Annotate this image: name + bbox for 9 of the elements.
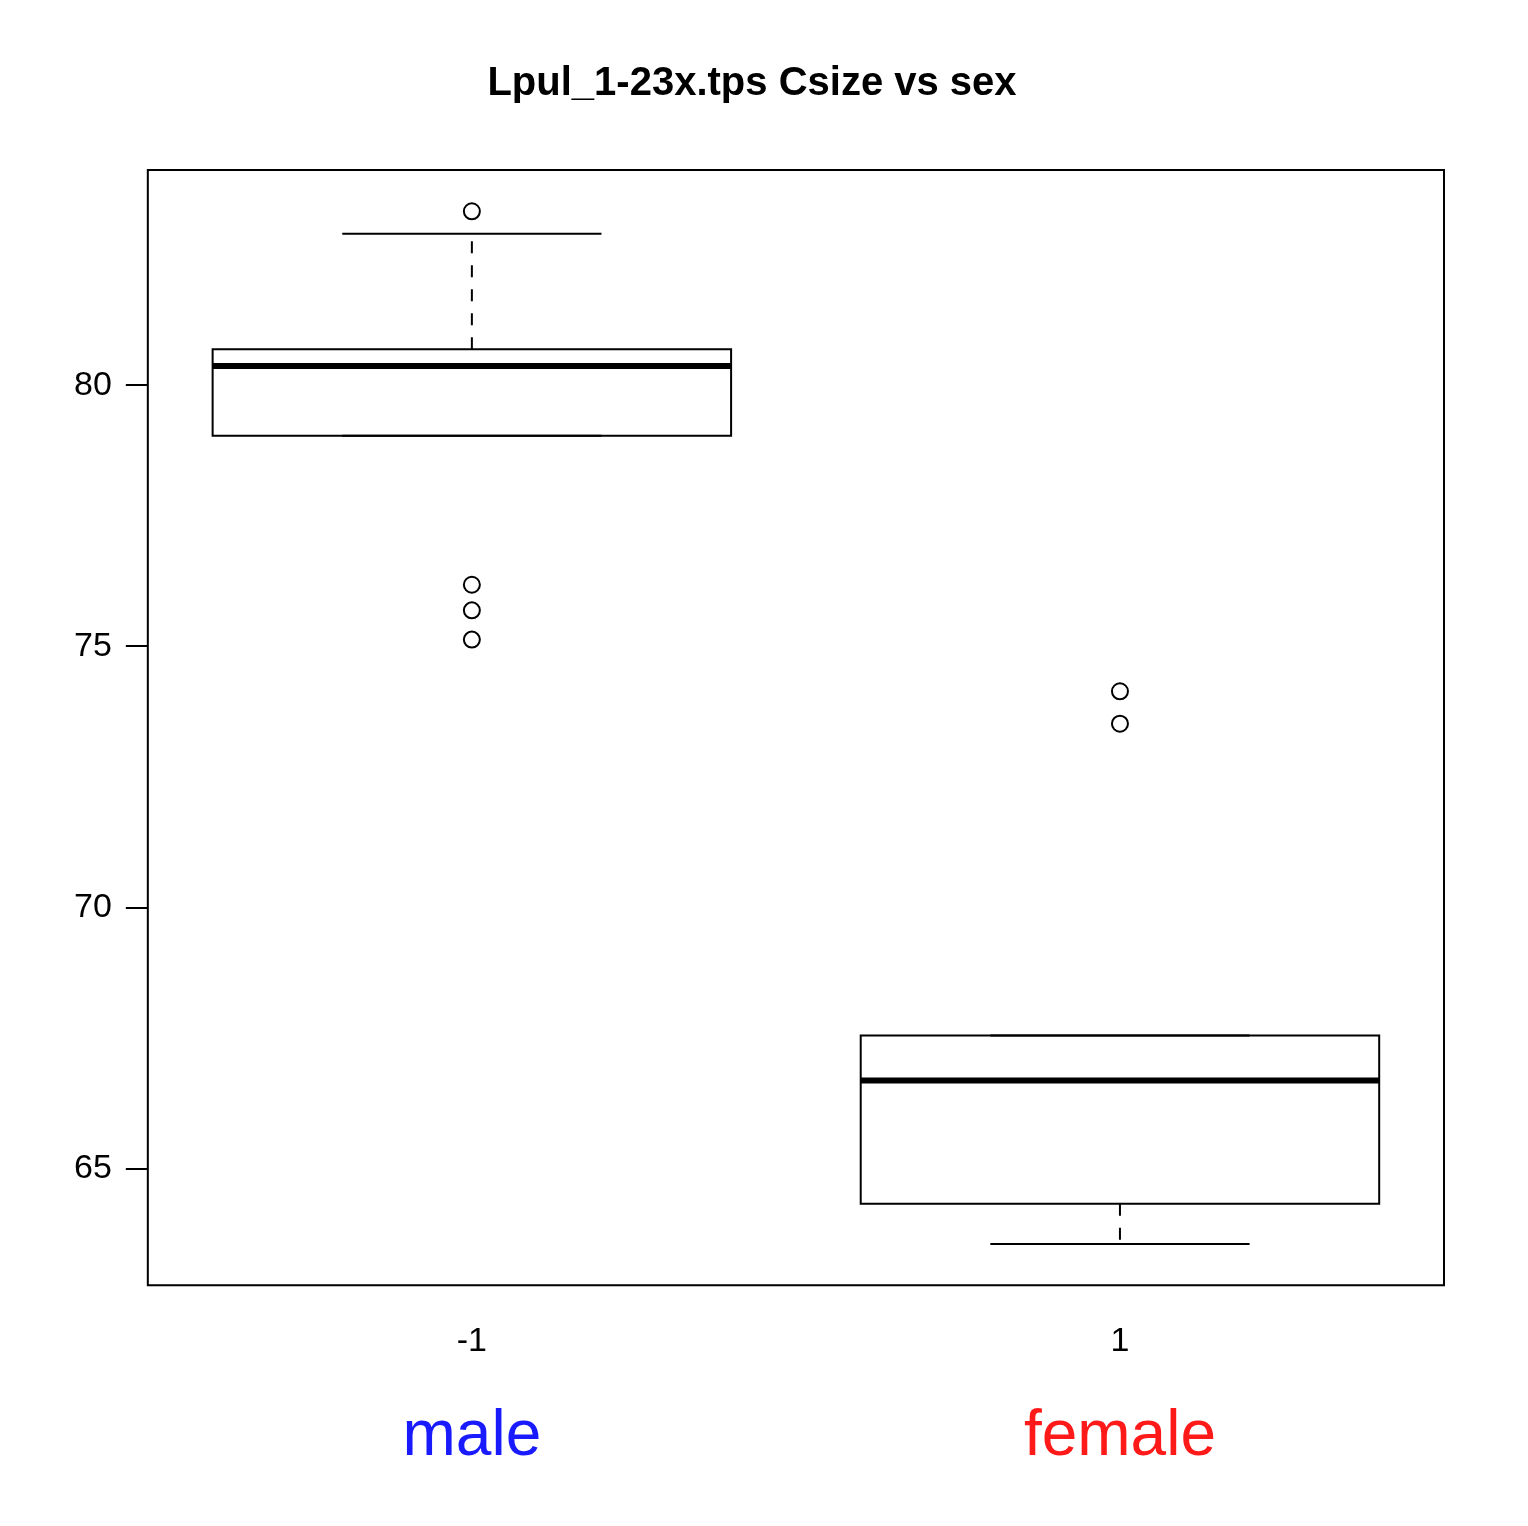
- y-tick-label: 75: [73, 624, 112, 663]
- chart-title: Lpul_1-23x.tps Csize vs sex: [487, 59, 1017, 104]
- y-tick-label: 70: [73, 885, 112, 924]
- x-tick-label: 1: [1110, 1319, 1130, 1358]
- text: female: [1023, 1397, 1216, 1470]
- x-tick-label: -1: [456, 1319, 487, 1358]
- y-tick-label: 65: [73, 1147, 112, 1186]
- text: male: [402, 1397, 542, 1470]
- y-tick-label: 80: [73, 363, 112, 402]
